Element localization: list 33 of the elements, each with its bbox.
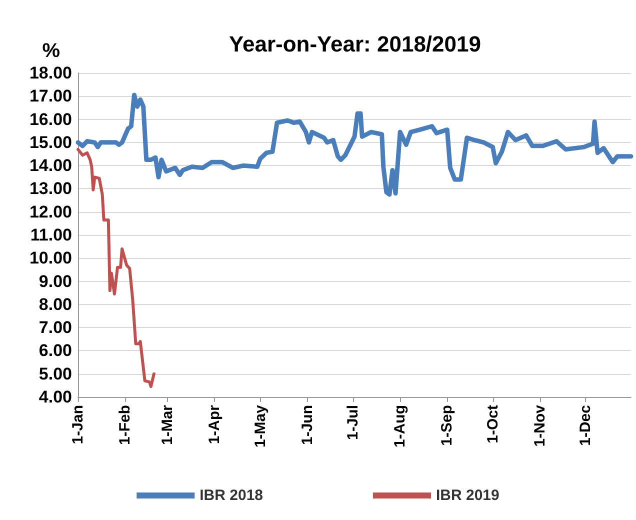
x-tick-label: 1-Mar xyxy=(159,404,176,446)
y-tick-label: 14.00 xyxy=(29,156,72,176)
y-axis-title: % xyxy=(42,40,60,62)
x-tick-label: 1-Feb xyxy=(116,405,134,446)
legend-label: IBR 2018 xyxy=(200,487,264,504)
x-tick-label: 1-May xyxy=(252,404,269,448)
y-tick-label: 6.00 xyxy=(38,341,72,360)
y-tick-label: 10.00 xyxy=(29,248,72,268)
x-tick-label: 1-Jul xyxy=(344,405,362,440)
y-tick-label: 8.00 xyxy=(38,294,72,314)
y-tick-label: 16.00 xyxy=(29,110,72,129)
x-tick-label: 1-Oct xyxy=(484,404,502,444)
y-tick-label: 12.00 xyxy=(29,202,72,222)
x-tick-label: 1-Dec xyxy=(576,405,594,446)
y-tick-label: 13.00 xyxy=(29,179,72,198)
legend-label: IBR 2019 xyxy=(436,487,500,504)
x-tick-label: 1-Jun xyxy=(298,405,316,446)
x-tick-label: 1-Nov xyxy=(531,404,548,447)
y-tick-label: 17.00 xyxy=(29,86,72,106)
line-series xyxy=(76,148,156,388)
y-tick-label: 11.00 xyxy=(30,226,72,244)
y-tick-label: 4.00 xyxy=(38,388,72,406)
x-tick-label: 1-Jan xyxy=(70,405,86,444)
y-tick-label: 7.00 xyxy=(38,318,72,338)
x-tick-label: 1-Apr xyxy=(206,404,224,444)
y-tick-label: 18.00 xyxy=(29,64,72,82)
chart-title: Year-on-Year: 2018/2019 xyxy=(229,32,481,56)
y-tick-label: 9.00 xyxy=(38,272,72,291)
y-tick-label: 15.00 xyxy=(29,132,72,152)
x-tick-label: 1-Sep xyxy=(438,405,456,446)
x-tick-label: 1-Aug xyxy=(392,405,409,448)
line-series xyxy=(76,92,634,197)
y-tick-label: 5.00 xyxy=(38,364,72,384)
